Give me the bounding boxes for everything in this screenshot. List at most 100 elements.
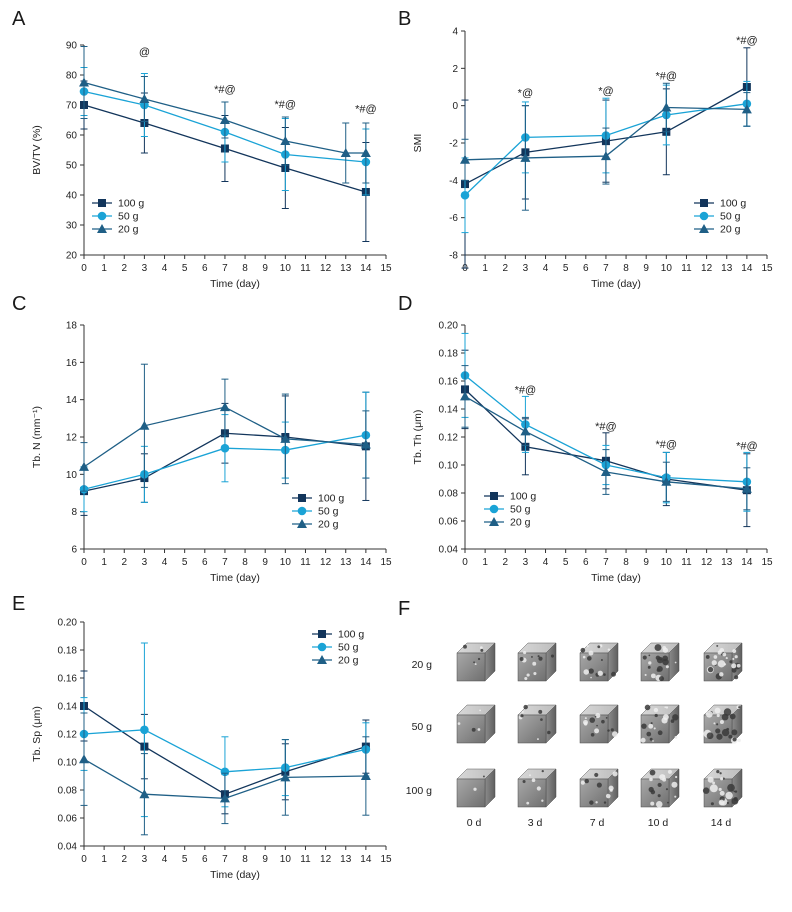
cube-pore — [642, 655, 647, 660]
data-point — [139, 94, 150, 103]
x-tick-label: 8 — [242, 557, 248, 568]
cube-pore — [657, 730, 663, 736]
cube-pore — [729, 713, 736, 720]
cube-pore — [654, 644, 662, 651]
x-tick-label: 7 — [222, 557, 228, 568]
cube-pore — [541, 769, 544, 773]
cube-pore — [519, 657, 524, 661]
x-tick-label: 10 — [280, 854, 292, 865]
cube-pore — [719, 647, 725, 653]
cube-pore — [728, 734, 733, 739]
y-tick-label: 18 — [66, 321, 78, 332]
cube-pore — [610, 728, 614, 732]
chart-panel-e: E0 1 2 3 4 5 6 7 8 9 10 11 12 13 14 150.040.060.080.100… — [12, 593, 392, 881]
cube-pore — [584, 717, 587, 720]
x-tick-label: 2 — [502, 263, 508, 274]
cube-pore — [653, 707, 659, 713]
cube-pore — [723, 663, 727, 666]
legend-marker — [699, 211, 709, 221]
data-point — [741, 483, 752, 493]
cube-pore — [526, 673, 530, 677]
x-tick-label: 1 — [482, 557, 488, 568]
cube-pore — [671, 781, 678, 788]
chart-panel-c: C0 1 2 3 4 5 6 7 8 9 10 11 12 13 14 15681012141618Time … — [12, 293, 392, 584]
significance-annotation: *#@ — [214, 84, 236, 96]
x-tick-label: 8 — [623, 557, 629, 568]
y-tick-label: 14 — [66, 395, 78, 406]
micro-ct-cube — [456, 768, 496, 808]
data-point — [79, 461, 89, 471]
cube-pore — [603, 673, 606, 676]
x-tick-label: 6 — [202, 263, 208, 274]
cube-pore — [734, 675, 739, 680]
x-tick-label: 4 — [162, 854, 168, 865]
y-tick-label: 0.20 — [58, 618, 78, 629]
cube-pore — [713, 655, 718, 659]
y-tick-label: 50 — [66, 161, 78, 172]
x-tick-label: 2 — [121, 854, 127, 865]
y-tick-label: -8 — [449, 251, 458, 262]
significance-annotation: *#@ — [275, 99, 297, 111]
x-tick-label: 11 — [300, 854, 311, 865]
column-label: 0 d — [467, 817, 482, 829]
cube-pore — [611, 671, 616, 677]
cube-pore — [605, 793, 611, 799]
y-tick-label: 0.04 — [439, 545, 459, 556]
x-tick-label: 14 — [741, 263, 753, 274]
legend-label: 50 g — [720, 211, 741, 223]
cube-pore — [707, 666, 714, 673]
cube-pore — [654, 713, 658, 718]
data-point — [139, 420, 150, 430]
cube-pore — [650, 722, 653, 725]
cube-pore — [597, 645, 601, 649]
cube-pore — [540, 718, 543, 721]
y-tick-label: 0.12 — [58, 730, 78, 741]
legend-marker — [699, 224, 709, 233]
micro-ct-cube — [640, 642, 680, 682]
cube-pore — [665, 706, 669, 709]
legend-label: 20 g — [338, 655, 359, 667]
significance-annotation: *@ — [518, 87, 533, 99]
legend-marker — [700, 199, 708, 207]
cube-pore — [603, 801, 607, 804]
x-tick-label: 9 — [643, 557, 649, 568]
legend-marker — [318, 630, 326, 638]
cube-front-face — [517, 778, 547, 808]
data-point — [139, 789, 150, 799]
y-axis-label: BV/TV (%) — [31, 125, 43, 175]
cube-front-face — [456, 714, 486, 744]
cube-pore — [596, 724, 598, 727]
row-label: 100 g — [406, 785, 432, 797]
cube-pore — [662, 714, 669, 721]
legend-marker — [317, 655, 327, 664]
x-tick-label: 3 — [142, 263, 148, 274]
cube-pore — [526, 801, 530, 805]
cube-pore — [522, 780, 526, 784]
cube-pore — [716, 713, 720, 718]
cube-pore — [664, 706, 667, 709]
row-label: 50 g — [412, 721, 433, 733]
cube-pore — [656, 656, 664, 664]
y-tick-label: 80 — [66, 71, 78, 82]
x-tick-label: 12 — [320, 557, 332, 568]
cube-pore — [675, 775, 678, 779]
legend-label: 100 g — [720, 198, 746, 210]
cube-pore — [667, 769, 672, 774]
significance-annotation: *#@ — [736, 441, 758, 453]
micro-ct-cube — [579, 642, 619, 682]
micro-ct-cube — [703, 704, 743, 744]
cube-pore — [550, 654, 555, 658]
significance-annotation: *#@ — [355, 104, 377, 116]
x-tick-label: 15 — [380, 557, 392, 568]
data-point — [600, 467, 611, 476]
significance-annotation: *#@ — [656, 71, 678, 83]
cube-pore — [640, 737, 646, 743]
x-tick-label: 5 — [182, 263, 188, 274]
cube-pore — [608, 785, 614, 791]
cube-pore — [710, 802, 714, 806]
cube-pore — [667, 801, 669, 804]
x-tick-label: 8 — [623, 263, 629, 274]
x-axis-label: Time (day) — [210, 869, 260, 881]
cube-pore — [717, 660, 726, 668]
x-tick-label: 0 — [462, 557, 468, 568]
